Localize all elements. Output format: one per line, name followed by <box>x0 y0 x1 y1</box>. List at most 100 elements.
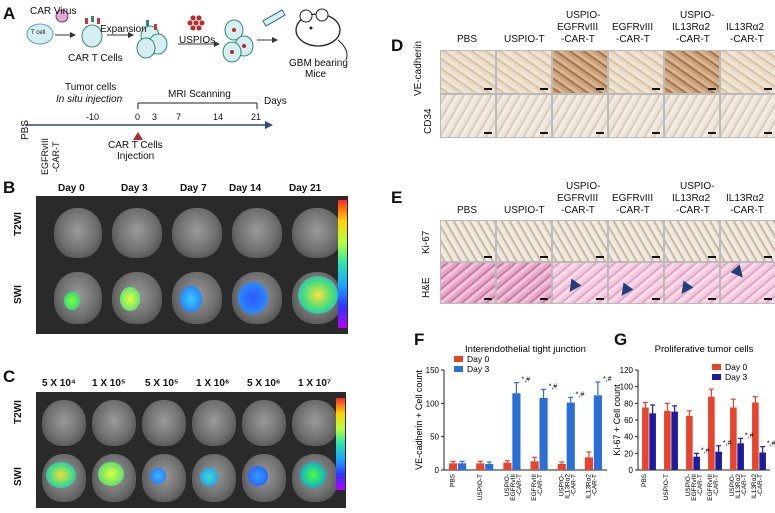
histology-image <box>608 50 664 94</box>
histology-image <box>608 94 664 138</box>
column-header: USPIO-T <box>504 205 545 216</box>
significance-label: *,# <box>723 440 732 447</box>
egfr-group-label-2: -CAR-T <box>51 141 61 173</box>
bar <box>730 407 737 470</box>
column-header: IL13Rα2 <box>672 193 711 204</box>
histology-image <box>720 50 775 94</box>
histology-image <box>608 220 664 262</box>
dose-label: 5 X 10⁶ <box>247 378 281 389</box>
x-tick-label: USPIO- <box>558 474 565 496</box>
legend-swatch <box>454 366 463 372</box>
column-header: IL13Rα2 <box>726 22 765 33</box>
significance-label: *,# <box>521 377 530 384</box>
column-header: EGFRvIII <box>557 22 599 33</box>
histology-image <box>552 262 608 304</box>
histology-image <box>664 220 720 262</box>
histology-image <box>664 262 720 304</box>
bar <box>584 457 594 470</box>
gbm-label-1: GBM bearing <box>289 58 348 69</box>
column-header: USPIO-T <box>504 34 545 45</box>
histology-image <box>608 262 664 304</box>
bar <box>476 463 485 470</box>
legend-swatch <box>454 356 463 362</box>
column-header: EGFRvIII <box>612 22 654 33</box>
significance-label: *,# <box>576 391 585 398</box>
x-tick-label: EGFRvIII <box>531 474 538 501</box>
y-tick-label: 0 <box>629 466 634 475</box>
chart-f: Interendothelial tight junction VE-cadher… <box>414 344 612 501</box>
arrow-icon <box>564 278 582 296</box>
car-t-cells-label: CAR T Cells <box>68 53 123 64</box>
column-header: IL13Rα2 <box>672 22 711 33</box>
bar <box>485 464 494 470</box>
bar <box>642 407 649 470</box>
histology-image <box>440 262 496 304</box>
x-tick-label: IL13Rα2 <box>751 474 758 499</box>
workflow-diagram <box>25 8 348 140</box>
bar <box>557 464 566 470</box>
row-label-ve: VE-cadherin <box>413 40 424 96</box>
x-tick-label: -CAR-T <box>741 474 748 496</box>
syringe-icon <box>262 9 286 27</box>
car-t-cell-icon <box>81 24 103 48</box>
day-label: Day 21 <box>289 183 322 194</box>
legend-label: Day 3 <box>725 372 747 382</box>
tumor-label-2: In situ injection <box>56 94 123 105</box>
y-tick-label: 0 <box>435 466 440 475</box>
histology-image <box>496 262 552 304</box>
day-label: Day 0 <box>58 183 85 194</box>
y-tick-label: 100 <box>426 399 440 408</box>
column-header: -CAR-T <box>676 205 710 216</box>
x-tick-label: IL13Rα2 <box>735 474 742 499</box>
histology-image <box>440 94 496 138</box>
column-header: USPIO- <box>680 181 715 192</box>
x-tick-label: PBS <box>450 473 457 487</box>
bar <box>737 443 744 470</box>
arrow-icon <box>676 280 694 298</box>
pbs-group-label: PBS <box>20 119 31 140</box>
legend-swatch <box>712 374 721 380</box>
t-cell-icon <box>26 23 54 45</box>
day-label: Day 7 <box>180 183 207 194</box>
y-axis-label: Ki-67 + Cell count <box>612 384 622 456</box>
histology-image <box>552 94 608 138</box>
dose-label: 1 X 10⁵ <box>92 378 126 389</box>
x-tick-label: USPIO- <box>504 474 511 496</box>
uspios-label: USPIOs <box>179 35 216 46</box>
panel-label-a: A <box>3 4 16 23</box>
tumor-label-1: Tumor cells <box>65 82 117 93</box>
x-tick-label: -CAR-T <box>537 474 544 496</box>
bar <box>593 395 602 470</box>
bar <box>530 461 539 470</box>
bar <box>715 451 722 470</box>
column-header: IL13Rα2 <box>726 193 765 204</box>
chart-g: Proliferative tumor cells Ki-67 + Cell co… <box>612 344 775 501</box>
column-header: USPIO- <box>566 181 601 192</box>
x-tick-label: USPIO-T <box>663 474 670 500</box>
x-tick-label: IL13Rα2 <box>585 474 592 499</box>
x-tick-label: PBS <box>641 473 648 487</box>
y-tick-label: 50 <box>430 433 439 442</box>
histology-image <box>496 94 552 138</box>
tick-label: 0 <box>135 112 141 122</box>
row-label-t2wi: T2WI <box>13 400 24 424</box>
tick-label: 21 <box>251 112 262 122</box>
significance-label: *,# <box>745 432 754 439</box>
y-axis-label: VE-cadherin + Cell count <box>414 370 424 470</box>
column-header: USPIO- <box>680 10 715 21</box>
column-header: -CAR-T <box>730 34 764 45</box>
chart-title: Interendothelial tight junction <box>465 344 586 355</box>
panel-label-f: F <box>414 330 425 349</box>
column-header: USPIO- <box>566 10 601 21</box>
bar <box>503 462 512 470</box>
histology-image <box>720 94 775 138</box>
bar <box>664 410 671 470</box>
day-label: Day 3 <box>121 183 148 194</box>
histology-image <box>552 50 608 94</box>
x-tick-label: EGFRvIII <box>691 474 698 501</box>
panel-label-c: C <box>3 367 16 386</box>
column-header: -CAR-T <box>561 205 595 216</box>
bar <box>512 393 521 470</box>
x-tick-label: -CAR-T <box>713 474 720 496</box>
column-header: EGFRvIII <box>612 193 654 204</box>
